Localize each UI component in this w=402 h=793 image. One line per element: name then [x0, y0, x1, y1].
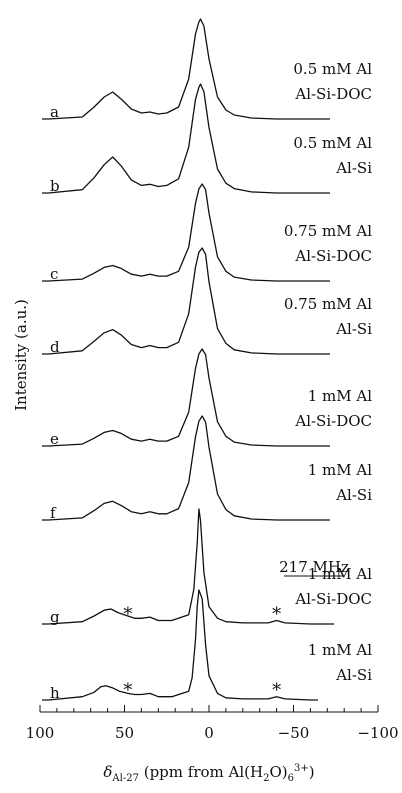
- x-tick-label: 100: [26, 724, 55, 742]
- trace-label-line1-e: 1 mM Al: [308, 387, 372, 405]
- x-tick-label: −50: [278, 724, 310, 742]
- trace-label-line2-h: Al-Si: [335, 666, 372, 684]
- spectrum-trace-h: [42, 589, 318, 701]
- trace-label-line1-b: 0.5 mM Al: [293, 134, 372, 152]
- trace-label-line2-b: Al-Si: [335, 159, 372, 177]
- trace-letter-g: g: [50, 608, 60, 626]
- spectrum-trace-f: [42, 415, 330, 521]
- trace-letter-h: h: [50, 684, 60, 702]
- trace-label-line2-c: Al-Si-DOC: [294, 247, 372, 265]
- x-tick-label: −100: [357, 724, 398, 742]
- trace-label-line1-f: 1 mM Al: [308, 461, 372, 479]
- trace-label-line1-g: 1 mM Al: [308, 565, 372, 583]
- trace-letter-f: f: [50, 504, 57, 522]
- trace-label-line1-d: 0.75 mM Al: [284, 295, 372, 313]
- x-axis-label-end: ): [309, 763, 315, 781]
- x-axis-label-sub2: 2: [263, 773, 269, 784]
- sideband-star-h: *: [123, 680, 132, 701]
- x-axis-label-symbol: δ: [103, 763, 112, 781]
- sideband-star-g: *: [123, 604, 132, 625]
- trace-label-line2-a: Al-Si-DOC: [294, 85, 372, 103]
- y-axis-label: Intensity (a.u.): [12, 299, 30, 411]
- trace-letter-d: d: [50, 338, 60, 356]
- spectrum-trace-a: [42, 18, 330, 120]
- spectrum-trace-g: [42, 508, 334, 625]
- trace-letters: a b c d e f g h: [50, 103, 60, 702]
- sideband-star-g: *: [272, 604, 281, 625]
- spectra-traces: [42, 18, 334, 701]
- x-axis-label-subscript: Al-27: [111, 773, 139, 784]
- spectrum-trace-d: [42, 247, 330, 355]
- spectrum-trace-b: [42, 83, 330, 194]
- sideband-star-h: *: [272, 680, 281, 701]
- trace-label-line1-c: 0.75 mM Al: [284, 222, 372, 240]
- x-axis-label-sub6: 6: [288, 773, 294, 784]
- spectrum-trace-e: [42, 348, 330, 447]
- trace-letter-c: c: [50, 265, 58, 283]
- trace-label-line1-h: 1 mM Al: [308, 641, 372, 659]
- trace-label-line2-e: Al-Si-DOC: [294, 412, 372, 430]
- x-axis-label: δAl-27 (ppm from Al(H2O)63+): [103, 763, 314, 784]
- spinning-sideband-markers: * * * *: [123, 604, 281, 701]
- x-tick-label: 0: [204, 724, 214, 742]
- x-axis-label-main: (ppm from Al(H: [139, 763, 263, 781]
- field-label: 217 MHz: [279, 558, 349, 576]
- trace-label-line2-d: Al-Si: [335, 320, 372, 338]
- x-tick-label: 50: [115, 724, 134, 742]
- x-axis-label-sup: 3+: [294, 763, 309, 774]
- trace-label-line2-f: Al-Si: [335, 486, 372, 504]
- spectrum-trace-c: [42, 183, 330, 282]
- trace-letter-b: b: [50, 177, 60, 195]
- x-ticks: 100 50 0 −50 −100: [26, 705, 399, 742]
- trace-label-line1-a: 0.5 mM Al: [293, 60, 372, 78]
- trace-label-line2-g: Al-Si-DOC: [294, 590, 372, 608]
- trace-letter-e: e: [50, 430, 59, 448]
- trace-labels: 0.5 mM Al Al-Si-DOC 0.5 mM Al Al-Si 0.75 mM …: [284, 60, 372, 684]
- x-axis-label-mid: O): [269, 763, 287, 781]
- trace-letter-a: a: [50, 103, 59, 121]
